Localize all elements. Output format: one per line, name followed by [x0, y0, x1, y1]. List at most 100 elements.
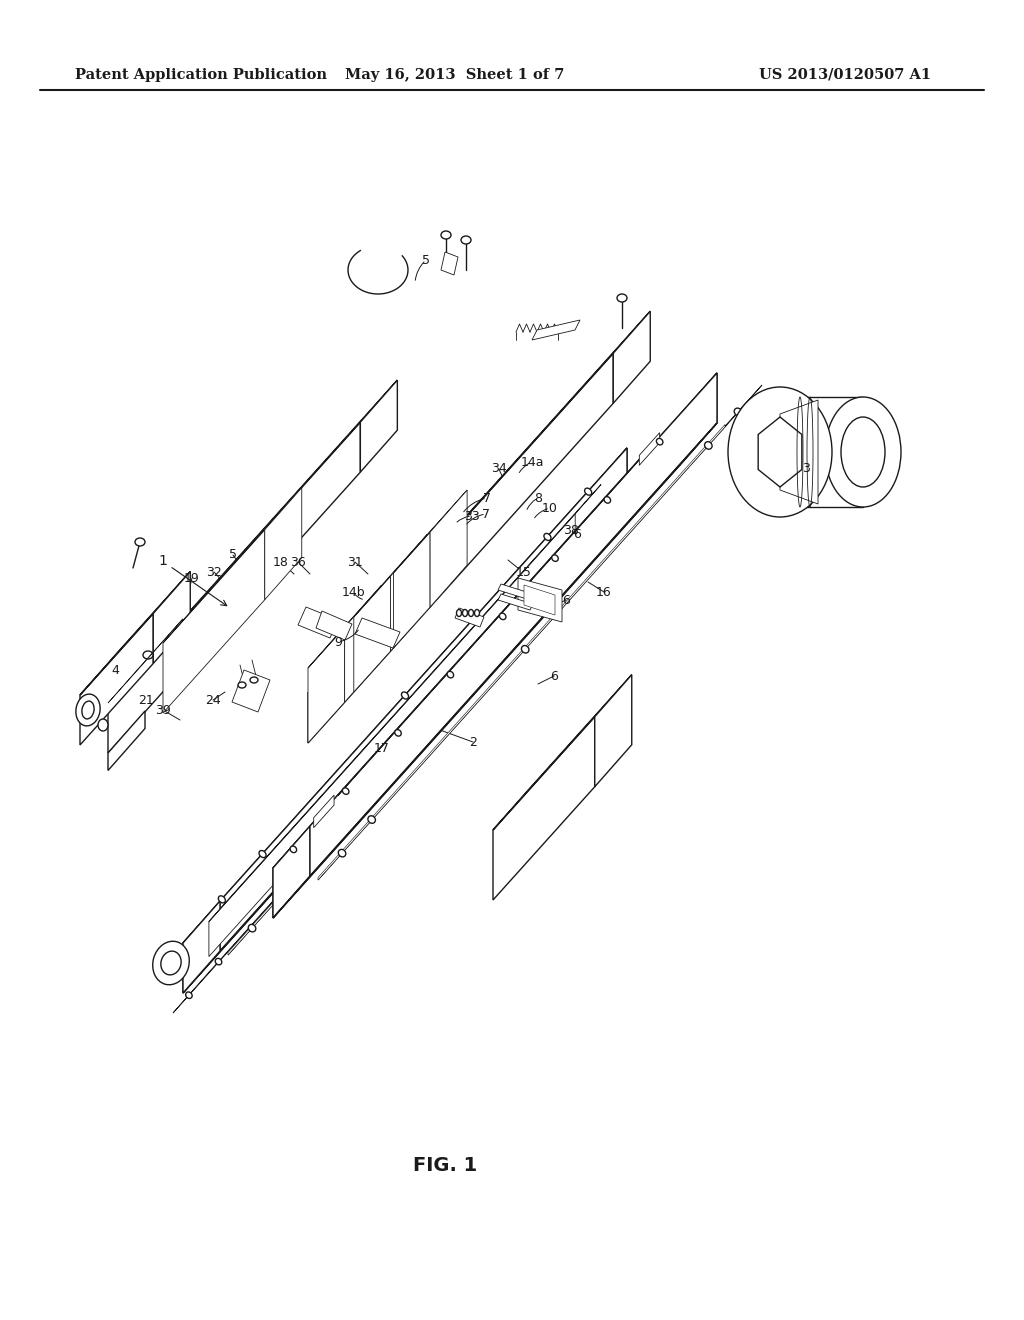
Text: FIG. 1: FIG. 1 [414, 1156, 477, 1175]
Ellipse shape [290, 846, 297, 853]
Polygon shape [108, 380, 397, 704]
Ellipse shape [544, 533, 551, 540]
Polygon shape [108, 711, 145, 771]
Polygon shape [441, 252, 458, 275]
Polygon shape [308, 627, 345, 743]
Text: 2: 2 [469, 735, 477, 748]
Polygon shape [353, 577, 390, 692]
Polygon shape [163, 488, 302, 643]
Text: 31: 31 [347, 556, 362, 569]
Ellipse shape [617, 294, 627, 302]
Polygon shape [532, 319, 580, 341]
Polygon shape [493, 717, 595, 900]
Polygon shape [393, 490, 467, 573]
Text: 7: 7 [483, 491, 490, 504]
Polygon shape [298, 607, 338, 638]
Polygon shape [780, 400, 818, 504]
Polygon shape [360, 380, 397, 473]
Text: 8: 8 [534, 491, 542, 504]
Ellipse shape [551, 612, 558, 619]
Text: May 16, 2013  Sheet 1 of 7: May 16, 2013 Sheet 1 of 7 [345, 67, 564, 82]
Ellipse shape [441, 231, 451, 239]
Polygon shape [590, 447, 627, 540]
Ellipse shape [500, 612, 506, 619]
Text: 32: 32 [206, 565, 222, 578]
Ellipse shape [507, 634, 514, 640]
Ellipse shape [135, 539, 145, 546]
Polygon shape [780, 397, 863, 507]
Polygon shape [80, 614, 154, 744]
Polygon shape [455, 609, 484, 627]
Polygon shape [183, 902, 220, 993]
Ellipse shape [537, 601, 544, 607]
Polygon shape [493, 675, 632, 830]
Polygon shape [308, 312, 650, 693]
Ellipse shape [368, 816, 376, 824]
Polygon shape [163, 529, 265, 713]
Text: 16: 16 [596, 586, 612, 598]
Polygon shape [273, 374, 717, 869]
Text: 33: 33 [464, 510, 480, 523]
Polygon shape [220, 447, 627, 950]
Text: 38: 38 [563, 524, 579, 536]
Text: 34: 34 [492, 462, 507, 475]
Text: US 2013/0120507 A1: US 2013/0120507 A1 [759, 67, 931, 82]
Polygon shape [758, 417, 802, 487]
Polygon shape [173, 586, 556, 1012]
Polygon shape [183, 490, 590, 993]
Polygon shape [316, 611, 352, 640]
Polygon shape [273, 422, 717, 917]
Text: 17: 17 [374, 742, 390, 755]
Polygon shape [183, 447, 627, 942]
Ellipse shape [447, 672, 454, 678]
Polygon shape [108, 422, 360, 752]
Text: 15: 15 [516, 566, 531, 579]
Polygon shape [680, 374, 717, 465]
Polygon shape [498, 583, 534, 601]
Ellipse shape [841, 417, 885, 487]
Text: 19: 19 [184, 572, 200, 585]
Polygon shape [313, 795, 334, 828]
Ellipse shape [461, 686, 469, 694]
Polygon shape [265, 488, 302, 599]
Ellipse shape [644, 483, 651, 491]
Ellipse shape [728, 387, 831, 517]
Polygon shape [183, 498, 627, 993]
Ellipse shape [521, 645, 529, 653]
Ellipse shape [98, 719, 108, 731]
Text: 4: 4 [111, 664, 119, 677]
Text: 3: 3 [802, 462, 810, 474]
Ellipse shape [734, 408, 741, 416]
Polygon shape [338, 445, 652, 796]
Ellipse shape [825, 397, 901, 507]
Polygon shape [318, 425, 725, 880]
Ellipse shape [218, 896, 225, 903]
Ellipse shape [185, 991, 193, 998]
Ellipse shape [431, 721, 439, 729]
Polygon shape [154, 572, 190, 664]
Polygon shape [108, 619, 183, 704]
Text: 14a: 14a [520, 455, 544, 469]
Text: 7: 7 [482, 507, 490, 520]
Ellipse shape [585, 488, 592, 495]
Polygon shape [228, 459, 672, 954]
Ellipse shape [76, 694, 100, 726]
Polygon shape [518, 578, 562, 622]
Polygon shape [273, 826, 310, 917]
Ellipse shape [248, 924, 256, 932]
Polygon shape [390, 535, 427, 651]
Ellipse shape [342, 788, 349, 795]
Polygon shape [308, 585, 382, 668]
Text: 10: 10 [542, 502, 558, 515]
Ellipse shape [336, 825, 343, 830]
Polygon shape [613, 312, 650, 403]
Text: Patent Application Publication: Patent Application Publication [75, 67, 327, 82]
Ellipse shape [278, 891, 286, 899]
Ellipse shape [457, 610, 462, 616]
Ellipse shape [552, 554, 558, 561]
Text: 6: 6 [550, 669, 558, 682]
Ellipse shape [705, 442, 712, 449]
Polygon shape [353, 535, 427, 616]
Text: 6: 6 [573, 528, 581, 540]
Polygon shape [430, 490, 467, 607]
